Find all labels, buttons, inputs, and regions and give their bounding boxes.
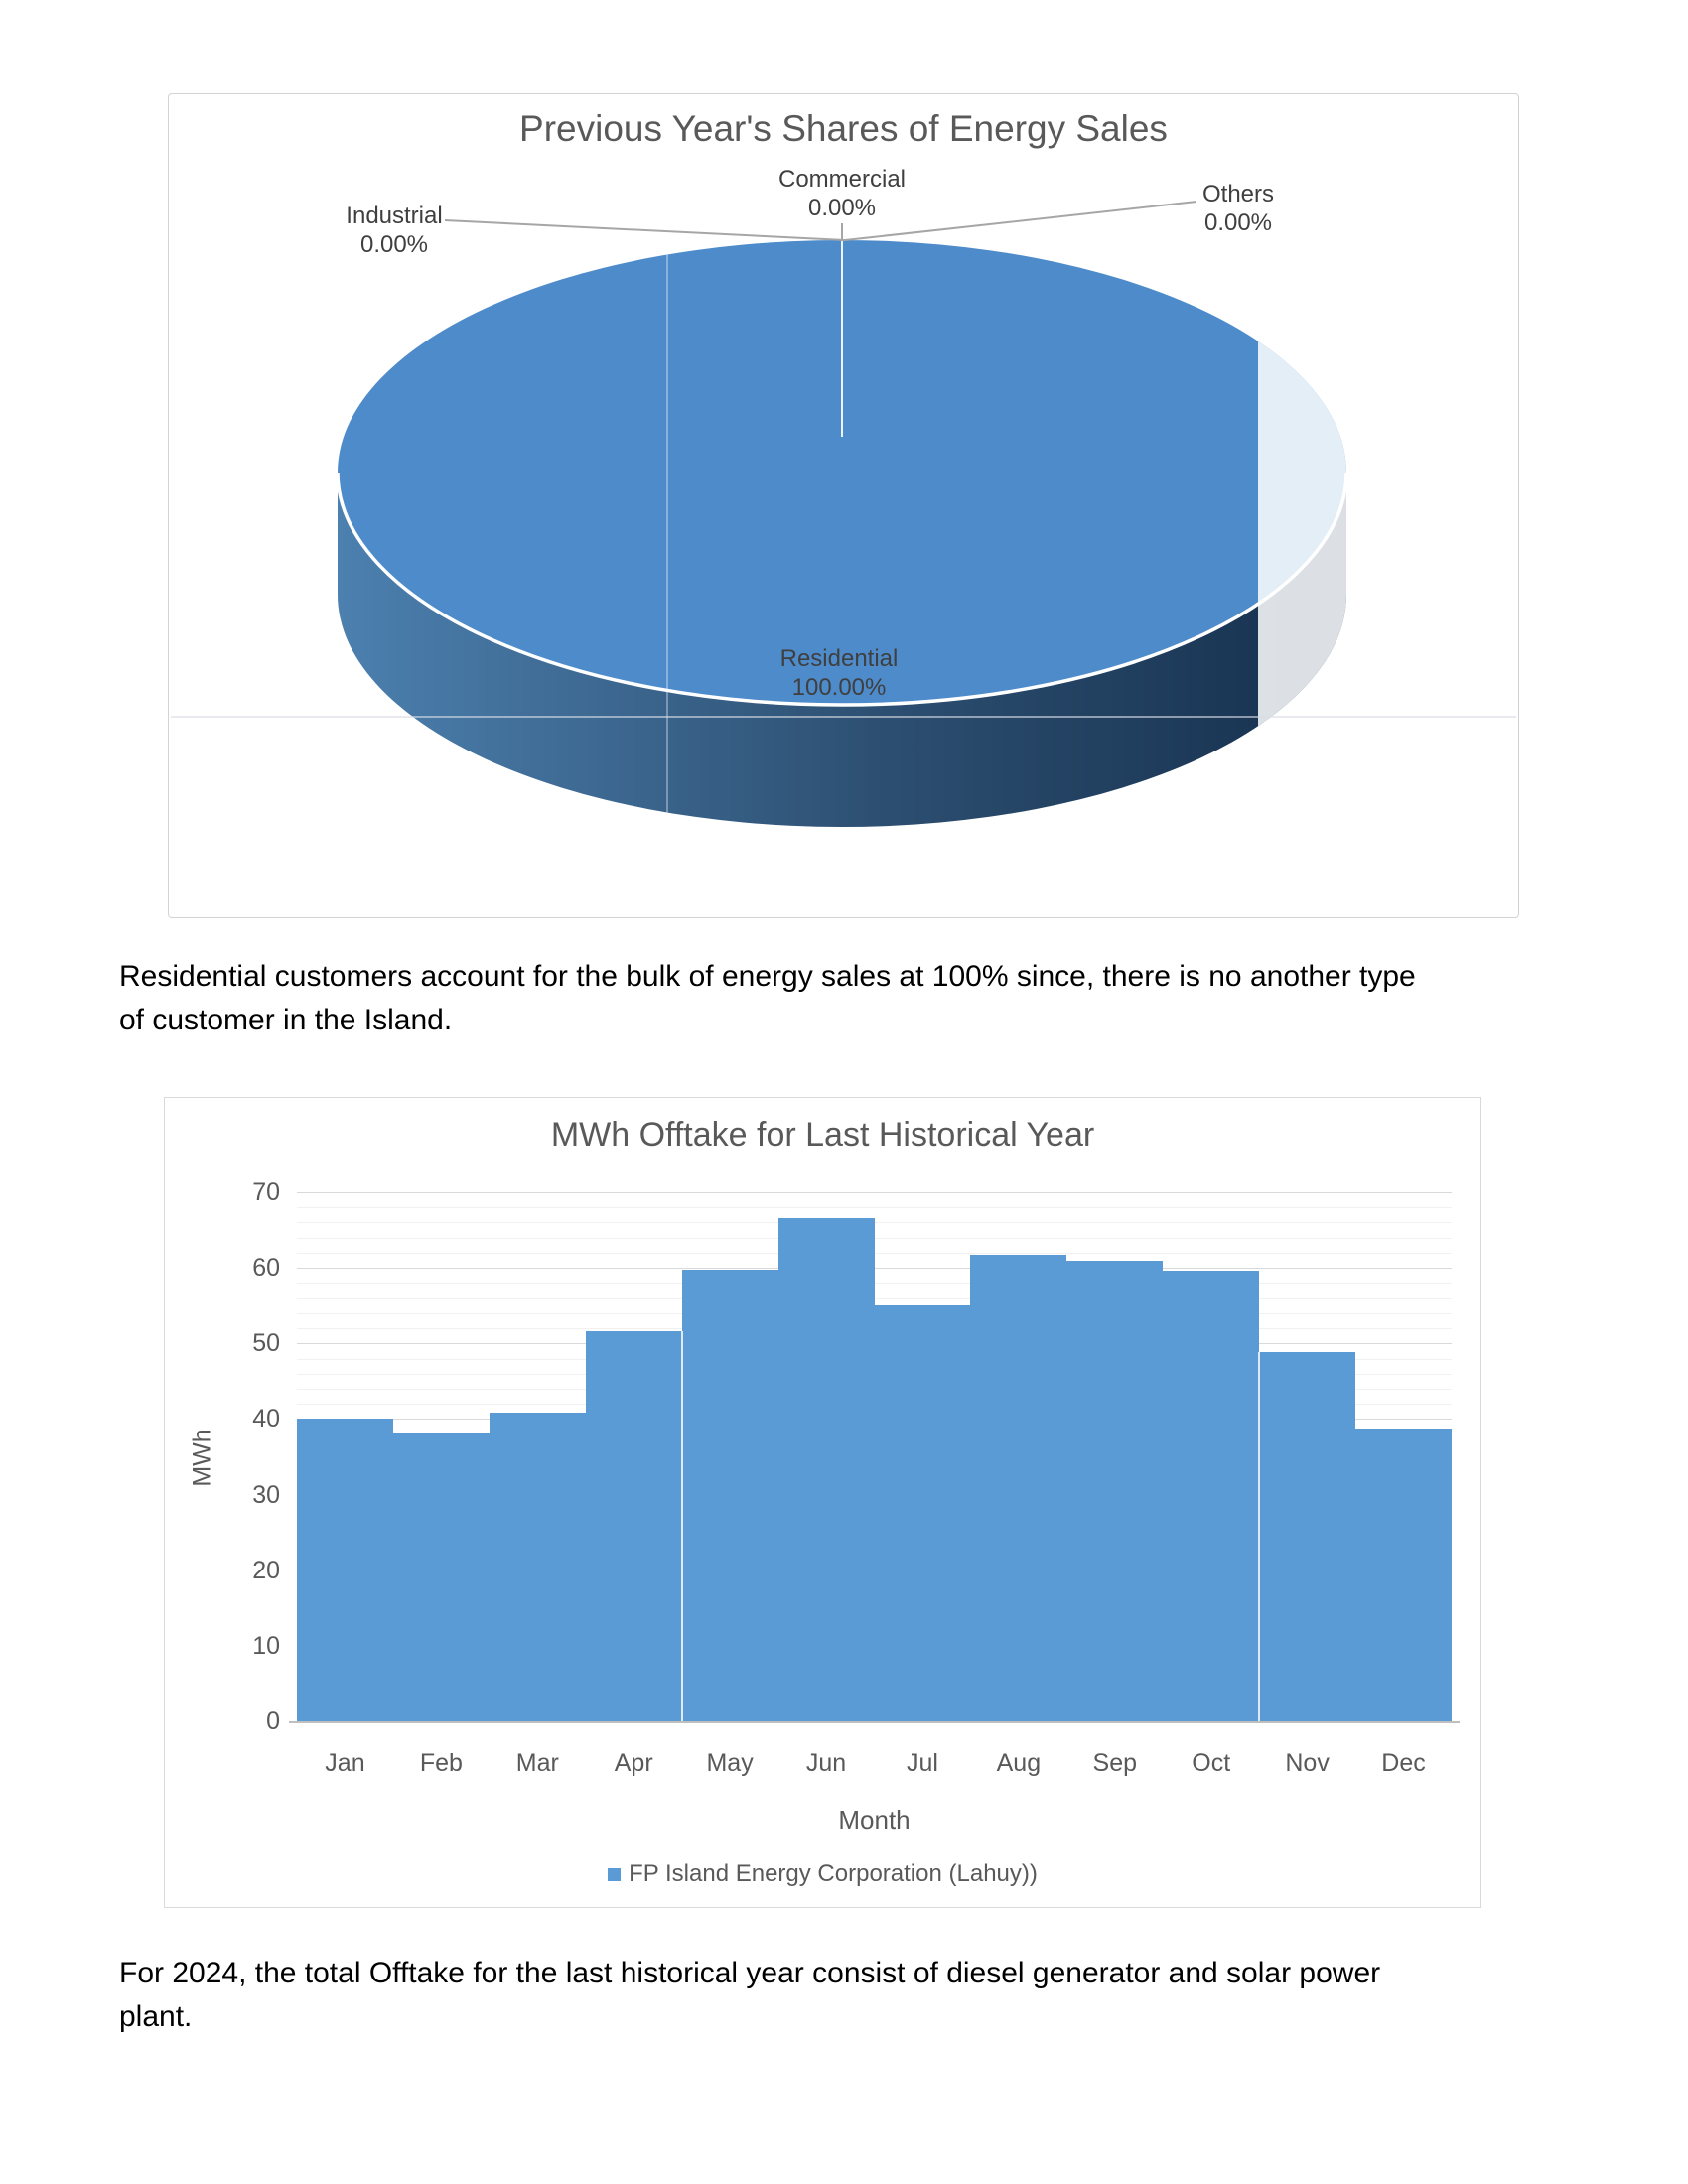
pie-side-face (338, 473, 1346, 827)
bar-dec (1355, 1429, 1452, 1721)
bar-jun (778, 1217, 875, 1721)
bar-plot-area: 0 10 20 30 40 50 60 70 Jan Feb Mar Apr May Jun Jul Aug S… (165, 1098, 1480, 1907)
bar-nov (1259, 1351, 1355, 1721)
x-tick-label: Mar (515, 1749, 559, 1777)
x-axis-title: Month (838, 1805, 911, 1835)
x-tick-label: Aug (996, 1749, 1042, 1777)
y-tick-label: 30 (252, 1480, 280, 1509)
pie-caption-paragraph: Residential customers account for the bu… (119, 960, 1416, 1036)
x-tick-label: Jun (805, 1749, 847, 1777)
pie-rim-highlight (336, 472, 1348, 707)
y-tick-label: 70 (252, 1178, 280, 1206)
y-axis-title: MWh (188, 1429, 216, 1487)
pie-top-face (338, 240, 1346, 705)
bar-chart-title: MWh Offtake for Last Historical Year (550, 1116, 1095, 1154)
bar-oct (1163, 1271, 1259, 1721)
pie-chart-card: Previous Year's Shares of Energy Sales (168, 93, 1519, 918)
faint-vertical-line (680, 1331, 683, 1721)
bar-chart-card: MWh Offtake for Last Historical Year 0 10… (164, 1097, 1481, 1908)
callout-commercial: Commercial 0.00% (777, 166, 906, 221)
bar-aug (970, 1255, 1066, 1721)
industrial-leader-line (444, 219, 846, 241)
bar-feb (393, 1433, 490, 1721)
x-tick-label: Nov (1285, 1749, 1330, 1777)
x-axis-line (289, 1721, 1460, 1723)
y-tick-label: 0 (266, 1707, 280, 1735)
minor-gridline (297, 1207, 1452, 1209)
callout-others: Others 0.00% (1201, 181, 1275, 236)
x-tick-label: Feb (419, 1749, 463, 1777)
bar-may (682, 1269, 778, 1721)
legend: FP Island Energy Corporation (Lahuy)) (165, 1860, 1480, 1888)
x-tick-label: Jul (906, 1749, 938, 1777)
y-tick-label: 10 (252, 1631, 280, 1660)
x-tick-label: Jan (325, 1749, 365, 1777)
x-tick-label: Dec (1381, 1749, 1426, 1777)
bar-caption-paragraph: For 2024, the total Offtake for the last… (119, 1957, 1381, 2033)
others-leader-line (844, 201, 1197, 241)
faint-vertical-line (1258, 1351, 1261, 1721)
y-tick-label: 40 (252, 1405, 280, 1433)
legend-series-label: FP Island Energy Corporation (Lahuy)) (629, 1860, 1038, 1887)
y-tick-label: 50 (252, 1329, 280, 1358)
bar-mar (490, 1412, 586, 1721)
legend-swatch-icon (608, 1867, 622, 1881)
x-tick-label: Oct (1192, 1749, 1231, 1777)
callout-industrial: Industrial 0.00% (346, 203, 443, 258)
major-gridline (297, 1192, 1452, 1193)
x-tick-label: Sep (1092, 1749, 1138, 1777)
bar-jul (875, 1305, 970, 1721)
y-tick-label: 60 (252, 1254, 280, 1283)
data-label-residential: Residential 100.00% (779, 645, 899, 701)
x-tick-label: Apr (614, 1749, 653, 1777)
pie-chart-title: Previous Year's Shares of Energy Sales (519, 108, 1168, 149)
y-tick-label: 20 (252, 1556, 280, 1584)
x-tick-label: May (706, 1749, 754, 1777)
bar-apr (586, 1331, 682, 1721)
bar-sep (1066, 1260, 1163, 1721)
pie-faded-region (1258, 240, 1346, 827)
bar-jan (297, 1419, 393, 1721)
pie-3d-figure (171, 201, 1516, 827)
